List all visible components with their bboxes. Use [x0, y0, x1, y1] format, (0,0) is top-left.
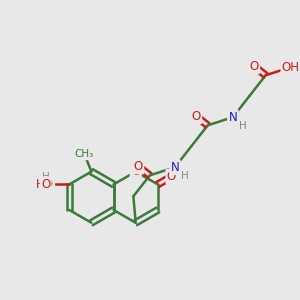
Text: O: O — [250, 60, 259, 73]
Text: O: O — [41, 178, 50, 191]
Text: H: H — [181, 171, 189, 181]
Text: N: N — [229, 111, 237, 124]
Text: H: H — [42, 172, 50, 182]
Text: OH: OH — [282, 61, 300, 74]
Text: H: H — [239, 121, 247, 131]
Text: CH₃: CH₃ — [74, 149, 93, 159]
Text: O: O — [131, 165, 140, 178]
Text: N: N — [171, 161, 179, 174]
Text: O: O — [134, 160, 143, 173]
Text: O: O — [167, 170, 176, 183]
Text: HO: HO — [36, 178, 54, 191]
Text: O: O — [191, 110, 201, 123]
